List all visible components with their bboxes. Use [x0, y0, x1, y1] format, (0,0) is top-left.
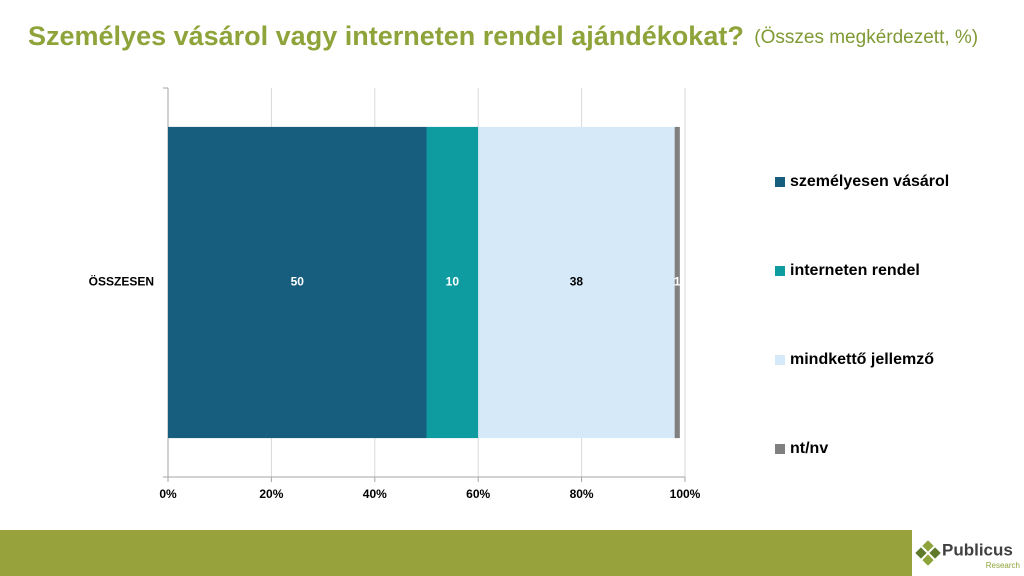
bar-segment	[426, 126, 479, 439]
title-line: Személyes vásárol vagy interneten rendel…	[28, 21, 978, 51]
bar-segment	[478, 126, 675, 439]
legend-swatch	[775, 444, 785, 454]
y-tick-label: ÖSSZESEN	[89, 274, 154, 289]
x-tick-label: 20%	[259, 487, 283, 501]
x-tick-label: 80%	[570, 487, 594, 501]
data-label: 10	[446, 275, 460, 289]
data-label: 1	[674, 275, 681, 289]
footer-band	[0, 530, 1024, 576]
bar-segment	[168, 126, 427, 439]
legend-swatch	[775, 355, 785, 365]
legend-swatch	[775, 177, 785, 187]
chart-subtitle: (Összes megkérdezett, %)	[754, 27, 978, 48]
chart-title: Személyes vásárol vagy interneten rendel…	[28, 21, 744, 51]
legend-label: mindkettő jellemző	[790, 351, 934, 368]
x-tick-label: 60%	[466, 487, 490, 501]
data-label: 38	[570, 275, 584, 289]
x-tick-label: 0%	[159, 487, 177, 501]
legend-swatch	[775, 266, 785, 276]
legend-label: interneten rendel	[790, 262, 920, 279]
logo-tagline: Research	[986, 561, 1020, 570]
x-tick-label: 100%	[670, 487, 701, 501]
data-label: 50	[291, 275, 305, 289]
x-tick-label: 40%	[363, 487, 387, 501]
legend-label: nt/nv	[790, 440, 828, 457]
logo-name: Publicus	[942, 540, 1013, 559]
legend-label: személyesen vásárol	[790, 173, 949, 190]
bar-segment	[674, 126, 680, 439]
